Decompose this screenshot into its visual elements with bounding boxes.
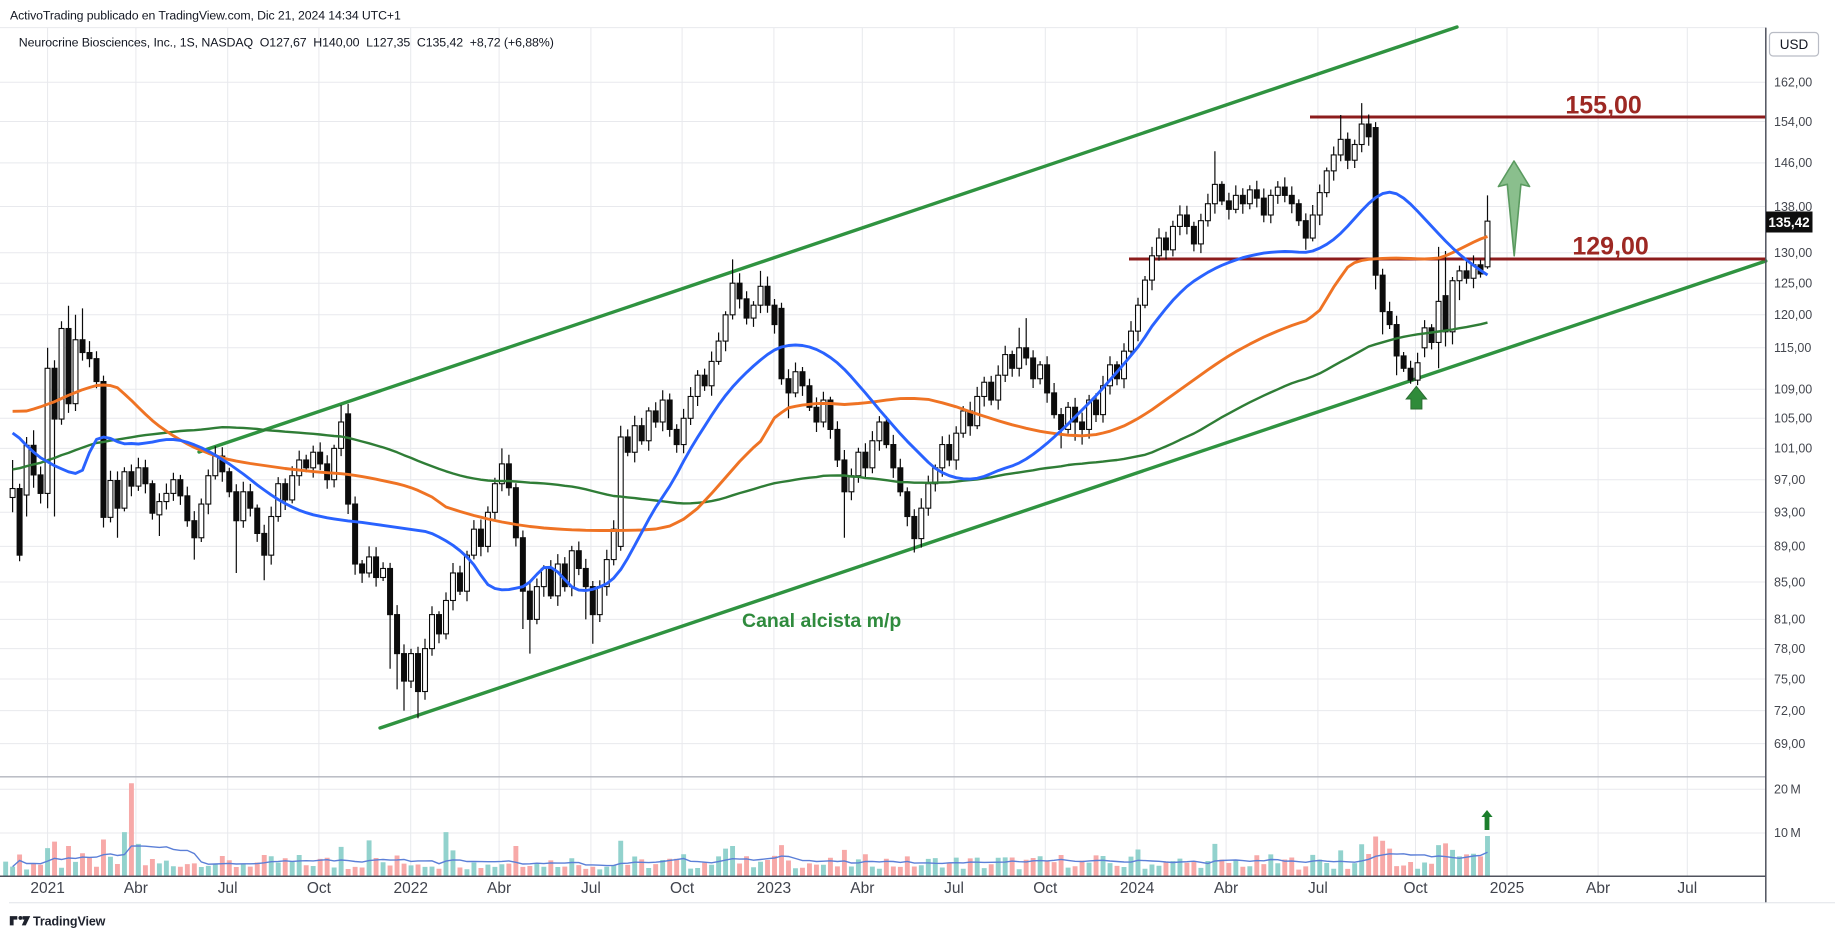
svg-text:Neurocrine Biosciences, Inc.,: Neurocrine Biosciences, Inc., 1S, NASDAQ… xyxy=(19,36,554,50)
svg-text:10 M: 10 M xyxy=(1774,826,1801,840)
svg-text:2025: 2025 xyxy=(1490,880,1524,897)
svg-text:Abr: Abr xyxy=(850,880,874,897)
svg-text:130,00: 130,00 xyxy=(1774,246,1812,260)
svg-text:72,00: 72,00 xyxy=(1774,704,1805,718)
svg-text:129,00: 129,00 xyxy=(1572,232,1648,260)
svg-text:USD: USD xyxy=(1780,37,1809,52)
svg-text:138,00: 138,00 xyxy=(1774,200,1812,214)
svg-text:Abr: Abr xyxy=(1214,880,1238,897)
svg-text:125,00: 125,00 xyxy=(1774,277,1812,291)
svg-text:Abr: Abr xyxy=(124,880,148,897)
svg-text:109,00: 109,00 xyxy=(1774,383,1812,397)
svg-text:89,00: 89,00 xyxy=(1774,540,1805,554)
svg-text:135,42: 135,42 xyxy=(1768,215,1809,230)
svg-text:20 M: 20 M xyxy=(1774,782,1801,796)
svg-text:155,00: 155,00 xyxy=(1565,92,1641,120)
svg-text:101,00: 101,00 xyxy=(1774,442,1812,456)
svg-text:Jul: Jul xyxy=(944,880,964,897)
svg-text:120,00: 120,00 xyxy=(1774,308,1812,322)
svg-text:Abr: Abr xyxy=(1586,880,1610,897)
svg-text:105,00: 105,00 xyxy=(1774,412,1812,426)
svg-text:2022: 2022 xyxy=(393,880,427,897)
svg-text:Oct: Oct xyxy=(307,880,332,897)
svg-text:85,00: 85,00 xyxy=(1774,575,1805,589)
svg-text:81,00: 81,00 xyxy=(1774,613,1805,627)
svg-text:2024: 2024 xyxy=(1120,880,1155,897)
svg-text:Jul: Jul xyxy=(581,880,601,897)
svg-text:75,00: 75,00 xyxy=(1774,672,1805,686)
svg-text:115,00: 115,00 xyxy=(1774,341,1811,355)
svg-text:69,00: 69,00 xyxy=(1774,737,1805,751)
svg-text:97,00: 97,00 xyxy=(1774,473,1805,487)
svg-text:Oct: Oct xyxy=(1033,880,1058,897)
svg-text:Oct: Oct xyxy=(1403,880,1428,897)
svg-text:Abr: Abr xyxy=(487,880,511,897)
svg-text:Jul: Jul xyxy=(1677,880,1697,897)
svg-text:78,00: 78,00 xyxy=(1774,642,1805,656)
svg-text:162,00: 162,00 xyxy=(1774,76,1812,90)
svg-text:Jul: Jul xyxy=(1308,880,1328,897)
svg-text:Canal alcista m/p: Canal alcista m/p xyxy=(742,610,901,632)
svg-text:93,00: 93,00 xyxy=(1774,506,1805,520)
svg-text:146,00: 146,00 xyxy=(1774,156,1812,170)
svg-text:ActivoTrading publicado en Tra: ActivoTrading publicado en TradingView.c… xyxy=(10,9,401,23)
svg-text:2023: 2023 xyxy=(757,880,791,897)
svg-text:TradingView: TradingView xyxy=(33,914,106,928)
svg-text:154,00: 154,00 xyxy=(1774,115,1812,129)
svg-text:Oct: Oct xyxy=(670,880,695,897)
svg-text:Jul: Jul xyxy=(218,880,238,897)
svg-text:2021: 2021 xyxy=(30,880,64,897)
